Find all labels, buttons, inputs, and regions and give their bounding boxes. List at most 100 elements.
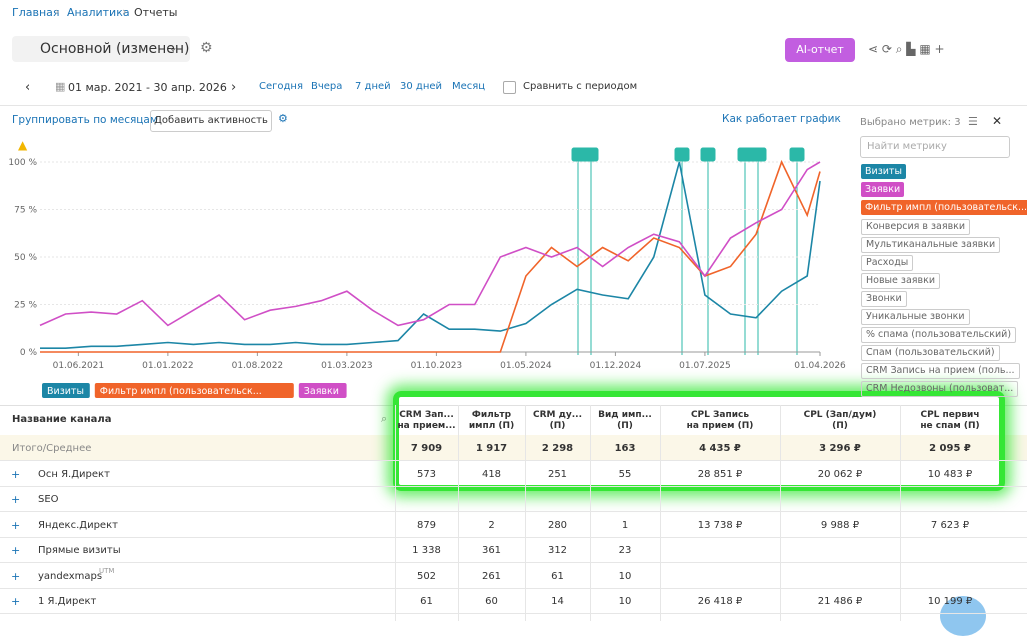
add-activity[interactable]: Добавить активность xyxy=(150,110,272,132)
period-link[interactable]: Сегодня xyxy=(259,81,303,92)
expand[interactable]: + xyxy=(11,518,21,532)
legend-label: Заявки xyxy=(304,386,339,397)
legend-badge xyxy=(94,383,294,398)
cell: 10 xyxy=(618,570,632,582)
compare-label: Сравнить с периодом xyxy=(523,81,638,92)
period-link[interactable]: 30 дней xyxy=(400,81,443,92)
metric-tag[interactable]: Звонки xyxy=(861,291,907,307)
breadcrumb[interactable]: Главная xyxy=(12,6,60,19)
cell: 2 298 xyxy=(541,443,574,454)
selected-metric[interactable]: Визиты xyxy=(861,164,906,179)
column-header: (П) xyxy=(549,421,566,431)
group-by[interactable]: Группировать по месяцам xyxy=(12,114,158,126)
column-sep xyxy=(590,405,591,621)
search-icon[interactable]: ⌕ xyxy=(381,412,388,425)
x-tick-label: 01.06.2021 xyxy=(53,361,105,371)
cal-icon: ▦ xyxy=(55,80,66,93)
cell: 21 486 ₽ xyxy=(817,596,863,607)
expand[interactable]: + xyxy=(11,493,21,507)
divider xyxy=(0,405,1027,406)
expand[interactable]: + xyxy=(11,544,21,558)
row-name: Осн Я.Директ xyxy=(38,469,110,480)
expand[interactable]: + xyxy=(11,595,21,608)
ai-button[interactable]: AI-отчет xyxy=(785,38,855,62)
total-row-bg xyxy=(0,435,1027,461)
selected-metric[interactable]: Фильтр импл (пользовательск... xyxy=(861,200,1027,215)
cell: 28 851 ₽ xyxy=(697,469,743,480)
metric-tag[interactable]: Мультиканальные заявки xyxy=(861,237,1001,253)
period-link[interactable]: 7 дней xyxy=(355,81,391,92)
checkbox[interactable] xyxy=(503,81,516,94)
toolbar-icons[interactable]: ⋖ ⟳ ⌕ ▙ ▦ + xyxy=(868,42,945,56)
divider xyxy=(0,105,1027,106)
sep: › xyxy=(55,5,60,18)
metric-search[interactable] xyxy=(860,136,1010,158)
period-link[interactable]: Месяц xyxy=(452,81,486,92)
gear-icon[interactable]: ⚙ xyxy=(278,112,288,125)
sep: › xyxy=(122,5,127,18)
how-it-works[interactable]: Как работает график xyxy=(722,113,841,125)
cell: 261 xyxy=(481,570,502,582)
x-tick-label: 01.08.2022 xyxy=(232,361,284,371)
series-line xyxy=(40,161,821,349)
metric-tag[interactable]: CRM Запись на прием (поль... xyxy=(861,363,1020,379)
column-header: CPL Запись xyxy=(690,410,750,420)
cell: 7 623 ₽ xyxy=(930,519,970,531)
cell: 312 xyxy=(547,545,568,557)
add-activity-label: Добавить активность xyxy=(154,115,268,126)
cell: 14 xyxy=(551,596,564,607)
column-header: CRM ду... xyxy=(532,410,583,420)
cell: 251 xyxy=(547,469,568,480)
cell: 280 xyxy=(547,519,568,531)
column-header: импл (П) xyxy=(468,421,515,431)
column-header: CRM Зап... xyxy=(399,410,454,420)
cell: 60 xyxy=(485,596,498,607)
breadcrumb[interactable]: Аналитика xyxy=(67,6,130,19)
next[interactable]: › xyxy=(231,80,237,95)
row-sep xyxy=(0,536,1027,538)
metric-tag[interactable]: CRM Недозвоны (пользоват... xyxy=(861,381,1019,397)
column-sep xyxy=(395,405,396,621)
close[interactable]: ✕ xyxy=(992,114,1003,128)
metric-tag[interactable]: Новые заявки xyxy=(861,273,941,289)
y-tick-label: 100 % xyxy=(8,158,37,168)
x-tick-label: 01.03.2023 xyxy=(321,361,373,371)
x-tick-label: 01.10.2023 xyxy=(411,361,463,371)
report-select[interactable] xyxy=(12,36,190,62)
row-name: Итого/Среднее xyxy=(12,443,92,454)
cell: 26 418 ₽ xyxy=(697,596,743,607)
column-sep xyxy=(525,405,526,621)
metrics-title: Выбрано метрик: 3 xyxy=(860,117,961,128)
cell: 10 483 ₽ xyxy=(927,469,973,480)
expand[interactable]: + xyxy=(11,569,21,583)
cell: 10 xyxy=(618,596,632,607)
metric-tag[interactable]: % спама (пользовательский) xyxy=(861,327,1017,343)
cell: 61 xyxy=(551,570,564,582)
selected-metric[interactable]: Заявки xyxy=(861,182,905,197)
expand[interactable]: + xyxy=(11,468,21,481)
cell: 418 xyxy=(481,469,502,480)
row-sep xyxy=(0,587,1027,589)
y-tick-label: 75 % xyxy=(14,206,37,216)
metric-tag[interactable]: Спам (пользовательский) xyxy=(861,345,1000,361)
cell: 502 xyxy=(416,570,437,582)
highlight xyxy=(393,391,1005,491)
metric-tag[interactable]: Конверсия в заявки xyxy=(861,219,971,235)
cell: 2 xyxy=(488,519,495,531)
row-sep xyxy=(0,562,1027,564)
prev[interactable]: ‹ xyxy=(25,80,31,95)
list-icon[interactable]: ☰ xyxy=(968,115,978,128)
period-link[interactable]: Вчера xyxy=(311,81,343,92)
cell: 55 xyxy=(618,469,632,480)
column-header: Фильтр xyxy=(471,410,512,420)
x-tick-label: 01.05.2024 xyxy=(500,361,552,371)
metric-tag[interactable]: Уникальные звонки xyxy=(861,309,970,325)
metric-tag[interactable]: Расходы xyxy=(861,255,914,271)
column-header: CPL первич xyxy=(920,410,980,420)
cell: 4 435 ₽ xyxy=(699,443,741,454)
gear-icon[interactable]: ⚙ xyxy=(200,40,213,56)
cell: 573 xyxy=(416,469,437,480)
date-range[interactable]: 01 мар. 2021 - 30 апр. 2026 xyxy=(68,81,227,94)
cell: 2 095 ₽ xyxy=(929,443,971,454)
cell: 23 xyxy=(618,545,632,557)
